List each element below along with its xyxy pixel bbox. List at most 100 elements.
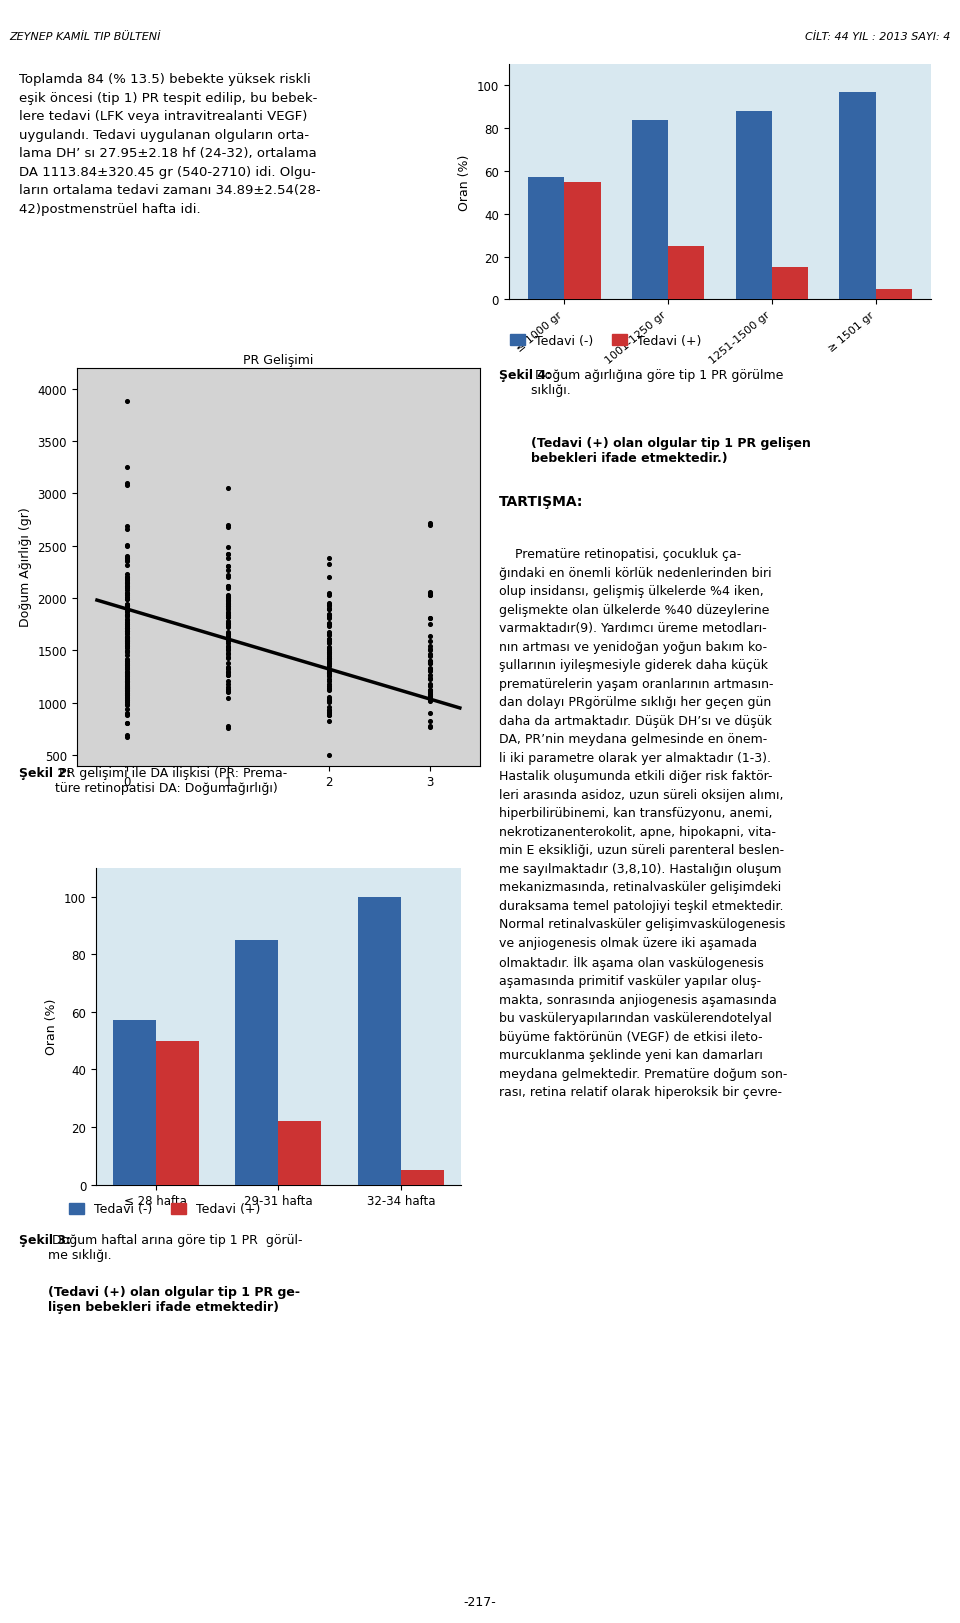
Point [321, 654, 336, 680]
Point [321, 700, 336, 725]
Point [321, 628, 336, 654]
Point [220, 646, 236, 672]
Y-axis label: Oran (%): Oran (%) [458, 154, 471, 211]
Point [421, 662, 437, 688]
Point [220, 602, 236, 628]
Point [119, 648, 134, 674]
Point [421, 687, 437, 712]
Point [220, 678, 236, 704]
Point [119, 628, 134, 654]
Point [119, 472, 134, 498]
Point [220, 680, 236, 706]
Point [119, 602, 134, 628]
Point [321, 657, 336, 683]
Point [220, 620, 236, 646]
Point [119, 553, 134, 579]
Point [421, 708, 437, 734]
Point [119, 675, 134, 701]
Point [421, 714, 437, 740]
Point [321, 662, 336, 688]
Point [321, 623, 336, 649]
Point [119, 661, 134, 687]
Point [220, 514, 236, 540]
Point [119, 725, 134, 751]
Point [321, 622, 336, 648]
Point [321, 641, 336, 667]
Point [119, 675, 134, 701]
Point [220, 612, 236, 638]
Point [220, 685, 236, 711]
Point [220, 563, 236, 589]
Point [421, 657, 437, 683]
Point [119, 607, 134, 633]
Point [421, 678, 437, 704]
Point [421, 636, 437, 662]
Point [119, 581, 134, 607]
Point [321, 688, 336, 714]
Point [321, 638, 336, 664]
Y-axis label: Oran (%): Oran (%) [45, 998, 59, 1055]
Text: -217-: -217- [464, 1595, 496, 1608]
Point [421, 623, 437, 649]
Point [220, 604, 236, 630]
Point [321, 652, 336, 678]
Point [321, 743, 336, 769]
Point [421, 667, 437, 693]
Y-axis label: Doğum Ağırlığı (gr): Doğum Ağırlığı (gr) [19, 508, 32, 626]
Point [220, 662, 236, 688]
Point [119, 652, 134, 678]
Point [421, 651, 437, 677]
Point [119, 680, 134, 706]
Point [220, 644, 236, 670]
Point [119, 565, 134, 591]
Point [119, 562, 134, 588]
Point [220, 612, 236, 638]
Point [321, 626, 336, 652]
Point [321, 602, 336, 628]
Point [119, 594, 134, 620]
Point [119, 664, 134, 690]
Text: Şekil 2:: Şekil 2: [19, 766, 71, 779]
Point [220, 591, 236, 617]
Point [421, 688, 437, 714]
Bar [668, 247, 705, 300]
Point [220, 659, 236, 685]
Point [421, 651, 437, 677]
Legend: Tedavi (-), Tedavi (+): Tedavi (-), Tedavi (+) [506, 329, 707, 352]
Point [220, 586, 236, 612]
Bar [632, 120, 668, 300]
Bar [735, 112, 772, 300]
Point [220, 635, 236, 661]
Point [220, 631, 236, 657]
Point [321, 644, 336, 670]
Point [321, 646, 336, 672]
Point [321, 602, 336, 628]
Point [220, 589, 236, 615]
Point [321, 703, 336, 729]
Point [119, 571, 134, 597]
Bar [772, 268, 808, 300]
Point [119, 667, 134, 693]
Point [220, 610, 236, 636]
Point [119, 678, 134, 704]
Point [220, 601, 236, 626]
Point [119, 685, 134, 711]
Point [321, 661, 336, 687]
Point [119, 633, 134, 659]
Point [321, 651, 336, 677]
Point [119, 626, 134, 652]
Point [119, 628, 134, 654]
Point [119, 609, 134, 635]
Point [321, 613, 336, 639]
Point [119, 534, 134, 560]
Bar [876, 289, 912, 300]
Point [119, 615, 134, 641]
Point [119, 626, 134, 652]
Point [220, 613, 236, 639]
Point [119, 648, 134, 674]
Point [321, 659, 336, 685]
Point [119, 674, 134, 700]
Point [321, 661, 336, 687]
Point [321, 646, 336, 672]
Point [119, 615, 134, 641]
